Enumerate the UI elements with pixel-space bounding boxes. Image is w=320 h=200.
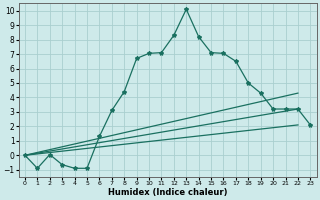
X-axis label: Humidex (Indice chaleur): Humidex (Indice chaleur) [108, 188, 228, 197]
